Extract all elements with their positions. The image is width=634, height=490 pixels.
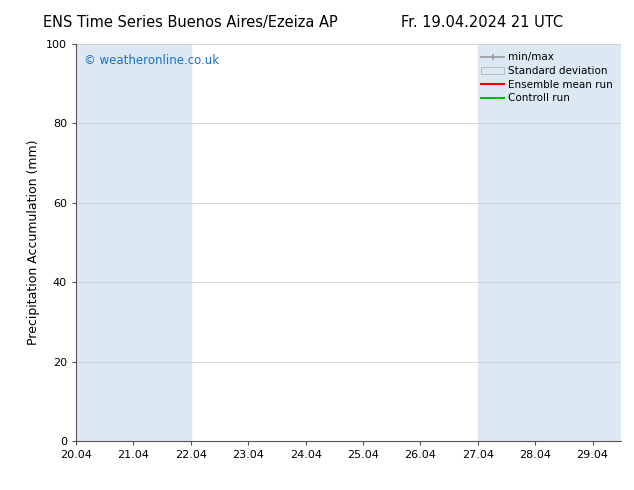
Text: ENS Time Series Buenos Aires/Ezeiza AP: ENS Time Series Buenos Aires/Ezeiza AP xyxy=(43,15,337,30)
Text: © weatheronline.co.uk: © weatheronline.co.uk xyxy=(84,54,219,67)
Bar xyxy=(535,44,593,441)
Bar xyxy=(134,44,191,441)
Legend: min/max, Standard deviation, Ensemble mean run, Controll run: min/max, Standard deviation, Ensemble me… xyxy=(478,49,616,106)
Bar xyxy=(593,44,621,441)
Bar xyxy=(76,44,134,441)
Bar xyxy=(478,44,535,441)
Text: Fr. 19.04.2024 21 UTC: Fr. 19.04.2024 21 UTC xyxy=(401,15,563,30)
Y-axis label: Precipitation Accumulation (mm): Precipitation Accumulation (mm) xyxy=(27,140,41,345)
